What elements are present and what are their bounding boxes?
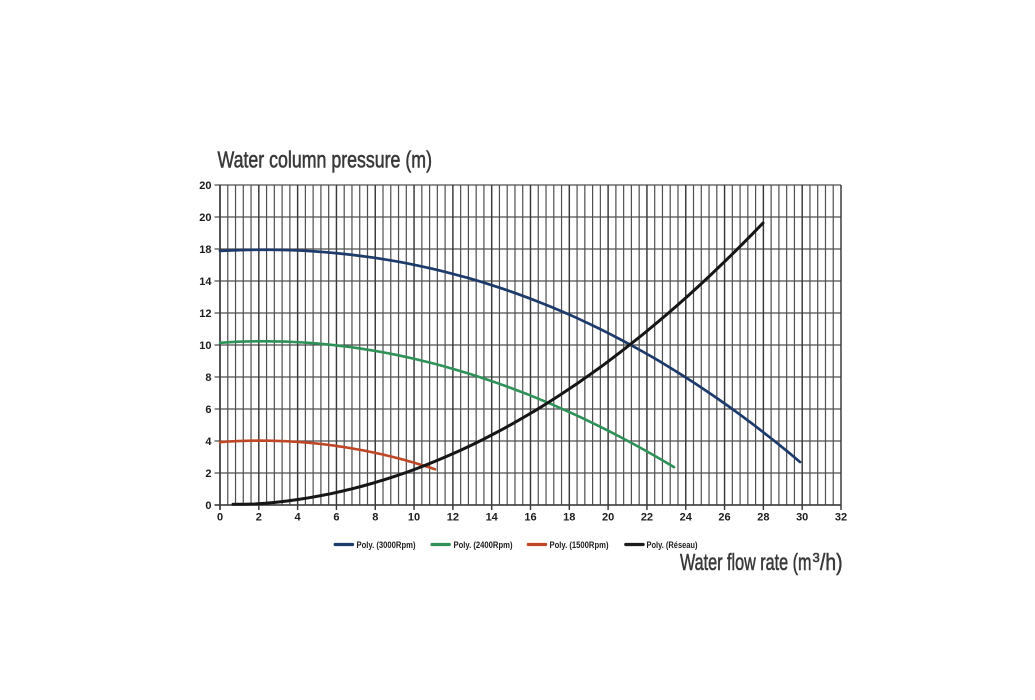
svg-text:3: 3 — [813, 550, 820, 565]
svg-text:Water column pressure (m): Water column pressure (m) — [218, 147, 433, 173]
svg-text:6: 6 — [333, 512, 339, 524]
svg-text:32: 32 — [835, 512, 847, 524]
svg-text:8: 8 — [205, 372, 211, 384]
svg-text:28: 28 — [757, 512, 769, 524]
svg-text:2: 2 — [205, 468, 211, 480]
svg-text:2: 2 — [256, 512, 262, 524]
svg-text:6: 6 — [205, 404, 211, 416]
svg-text:16: 16 — [524, 512, 536, 524]
svg-text:Poly. (3000Rpm): Poly. (3000Rpm) — [357, 540, 416, 550]
svg-text:20: 20 — [602, 512, 614, 524]
svg-text:Water flow rate (m: Water flow rate (m — [680, 549, 812, 575]
svg-text:10: 10 — [199, 340, 211, 352]
svg-text:22: 22 — [641, 512, 653, 524]
svg-text:30: 30 — [796, 512, 808, 524]
svg-text:0: 0 — [205, 500, 211, 512]
svg-text:26: 26 — [718, 512, 730, 524]
svg-text:18: 18 — [563, 512, 575, 524]
svg-text:20: 20 — [199, 212, 211, 224]
svg-text:4: 4 — [205, 436, 212, 448]
svg-text:18: 18 — [199, 244, 211, 256]
svg-text:20: 20 — [199, 180, 211, 192]
svg-text:4: 4 — [295, 512, 302, 524]
svg-text:/h): /h) — [820, 549, 843, 575]
svg-text:Poly. (2400Rpm): Poly. (2400Rpm) — [454, 540, 513, 550]
svg-text:0: 0 — [217, 512, 223, 524]
svg-text:24: 24 — [680, 512, 693, 524]
svg-text:12: 12 — [199, 308, 211, 320]
svg-text:12: 12 — [447, 512, 459, 524]
svg-text:8: 8 — [372, 512, 378, 524]
svg-text:14: 14 — [199, 276, 212, 288]
svg-text:14: 14 — [486, 512, 499, 524]
svg-text:10: 10 — [408, 512, 420, 524]
svg-text:Poly. (Réseau): Poly. (Réseau) — [647, 540, 698, 550]
svg-text:Poly. (1500Rpm): Poly. (1500Rpm) — [550, 540, 609, 550]
